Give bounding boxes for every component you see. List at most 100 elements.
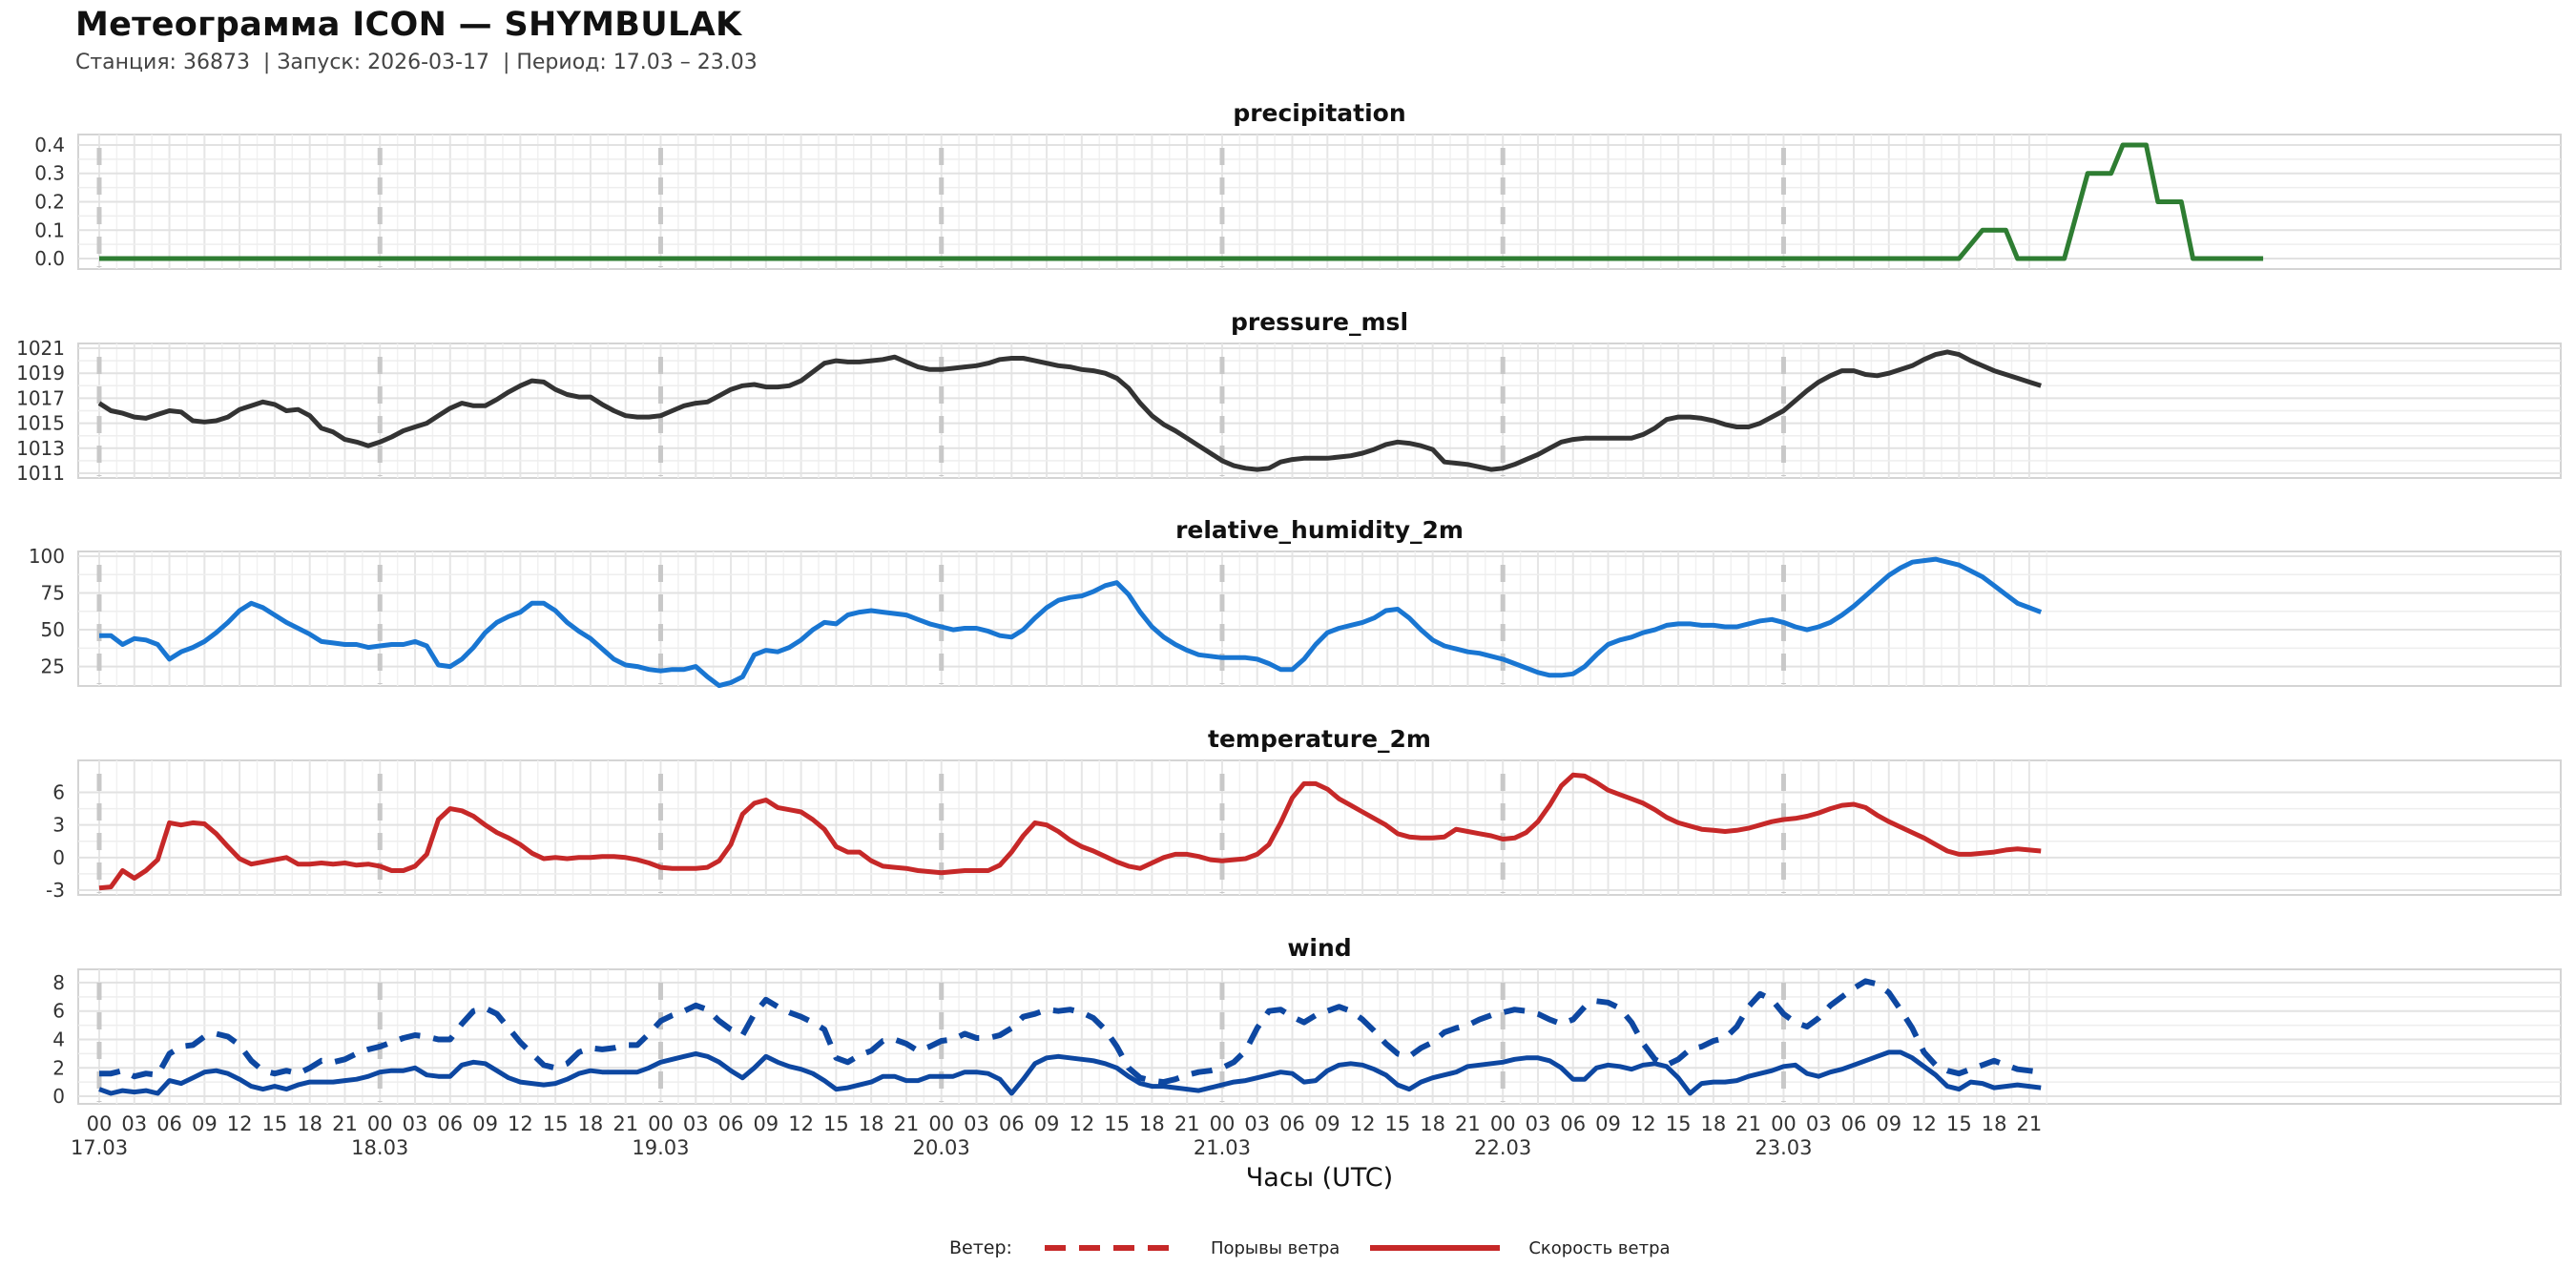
- panel-wind: 0 2 4 6 8 wind: [52, 934, 2562, 1108]
- series-line-precipitation: [99, 142, 2264, 261]
- panel-precipitation: 0.0 0.1 0.2 0.3 0.4 precipitation: [34, 99, 2562, 270]
- x-day-label: 21.03: [1194, 1136, 1251, 1159]
- x-tick-label: 03: [1526, 1112, 1551, 1135]
- x-tick-label: 00: [87, 1112, 113, 1135]
- x-tick-label: 18: [578, 1112, 604, 1135]
- y-tick-label: 0.1: [34, 218, 65, 241]
- legend: Ветер: Порывы ветра Скорость ветра: [0, 1231, 2576, 1265]
- x-day-label: 17.03: [71, 1136, 128, 1159]
- x-tick-label: 06: [1279, 1112, 1305, 1135]
- y-tick-label: 0: [52, 1085, 65, 1108]
- chart-title: Метеограмма ICON — SHYMBULAK: [75, 6, 742, 44]
- y-tick-label: 0.2: [34, 191, 65, 214]
- y-tick-label: 6: [52, 780, 65, 803]
- x-tick-label: 15: [1384, 1112, 1410, 1135]
- x-tick-label: 03: [964, 1112, 989, 1135]
- x-tick-label: 21: [1455, 1112, 1481, 1135]
- x-tick-label: 21: [1735, 1112, 1761, 1135]
- x-tick-label: 00: [367, 1112, 393, 1135]
- x-tick-label: 00: [1490, 1112, 1516, 1135]
- x-tick-label: 06: [156, 1112, 182, 1135]
- y-tick-label: 0.0: [34, 247, 65, 270]
- y-tick-label: 1015: [16, 412, 65, 435]
- x-tick-label: 00: [648, 1112, 674, 1135]
- x-tick-label: 21: [613, 1112, 638, 1135]
- x-tick-label: 03: [683, 1112, 709, 1135]
- x-tick-label: 15: [543, 1112, 569, 1135]
- meteogram-chart: 0.0 0.1 0.2 0.3 0.4 precipitation 101110131015…: [16, 99, 2562, 1193]
- chart-subtitle: Станция: 36873 | Запуск: 2026-03-17 | Пе…: [75, 51, 758, 74]
- x-tick-label: 06: [1560, 1112, 1586, 1135]
- y-tick-label: 8: [52, 971, 65, 994]
- y-tick-label: 25: [41, 655, 65, 678]
- panel-frame: [77, 551, 2562, 687]
- x-axis: 00 03 06 09 12 15 18 21 00 03 06 09 12 15 18 21 00 03 06 09…: [71, 1112, 2042, 1193]
- x-tick-label: 09: [1034, 1112, 1060, 1135]
- x-tick-label: 00: [928, 1112, 954, 1135]
- y-tick-label: 1011: [16, 462, 65, 485]
- x-tick-label: 12: [788, 1112, 814, 1135]
- x-tick-label: 09: [1876, 1112, 1901, 1135]
- x-tick-label: 09: [192, 1112, 218, 1135]
- panel-temperature-2m: -3 0 3 6 temperature_2m: [46, 725, 2562, 902]
- x-tick-label: 09: [1315, 1112, 1340, 1135]
- x-tick-label: 12: [1350, 1112, 1376, 1135]
- legend-text-speed: Скорость ветра: [1528, 1237, 1671, 1258]
- legend-entry-gusts: Порывы ветра: [1043, 1238, 1340, 1258]
- x-tick-label: 18: [297, 1112, 322, 1135]
- x-tick-label: 03: [121, 1112, 147, 1135]
- x-tick-label: 21: [894, 1112, 920, 1135]
- x-tick-label: 09: [753, 1112, 779, 1135]
- x-day-label: 22.03: [1474, 1136, 1531, 1159]
- y-tick-label: 0.4: [34, 134, 65, 156]
- x-tick-label: 06: [718, 1112, 744, 1135]
- legend-text-gusts: Порывы ветра: [1210, 1237, 1340, 1258]
- y-tick-label: 100: [29, 545, 65, 568]
- x-tick-label: 09: [472, 1112, 498, 1135]
- legend-label: Ветер:: [949, 1237, 1012, 1258]
- x-tick-label: 18: [1701, 1112, 1727, 1135]
- x-tick-label: 18: [859, 1112, 884, 1135]
- panel-title: pressure_msl: [1231, 308, 1408, 336]
- panel-title: precipitation: [1233, 99, 1405, 127]
- x-tick-label: 18: [1420, 1112, 1445, 1135]
- panel-title: wind: [1287, 934, 1351, 962]
- x-tick-label: 21: [2017, 1112, 2043, 1135]
- x-tick-label: 03: [1244, 1112, 1270, 1135]
- x-tick-label: 12: [1631, 1112, 1656, 1135]
- x-tick-label: 15: [823, 1112, 849, 1135]
- x-tick-label: 00: [1210, 1112, 1236, 1135]
- y-tick-label: 0: [52, 846, 65, 869]
- x-tick-label: 06: [1841, 1112, 1867, 1135]
- y-tick-label: 75: [41, 582, 65, 605]
- series-line-relative_humidity_2m: [99, 556, 2043, 689]
- x-axis-label: Часы (UTC): [1246, 1163, 1393, 1193]
- x-tick-label: 06: [437, 1112, 463, 1135]
- series-line-скорость-ветра: [98, 1049, 2042, 1096]
- x-tick-label: 09: [1595, 1112, 1621, 1135]
- x-day-label: 20.03: [913, 1136, 970, 1159]
- y-tick-label: 6: [52, 1000, 65, 1023]
- x-tick-label: 06: [999, 1112, 1025, 1135]
- y-tick-label: 50: [41, 618, 65, 641]
- x-tick-label: 15: [262, 1112, 288, 1135]
- x-tick-label: 12: [227, 1112, 253, 1135]
- legend-swatch-dashed: [1044, 1245, 1182, 1251]
- y-tick-label: 1017: [16, 386, 65, 409]
- y-tick-label: 1019: [16, 362, 65, 384]
- x-tick-label: 18: [1982, 1112, 2007, 1135]
- x-tick-label: 15: [1666, 1112, 1692, 1135]
- panel-title: relative_humidity_2m: [1175, 516, 1464, 544]
- x-tick-label: 00: [1771, 1112, 1797, 1135]
- y-tick-label: 4: [52, 1028, 65, 1050]
- x-day-label: 18.03: [351, 1136, 408, 1159]
- legend-swatch-solid: [1370, 1245, 1501, 1251]
- x-tick-label: 03: [1806, 1112, 1832, 1135]
- x-tick-label: 12: [1069, 1112, 1094, 1135]
- x-tick-label: 12: [1911, 1112, 1937, 1135]
- panel-relative-humidity-2m: 25 50 75 100 relative_humidity_2m: [29, 516, 2562, 689]
- x-tick-label: 12: [508, 1112, 533, 1135]
- y-tick-label: 1013: [16, 437, 65, 460]
- series-line-pressure_msl: [97, 349, 2042, 472]
